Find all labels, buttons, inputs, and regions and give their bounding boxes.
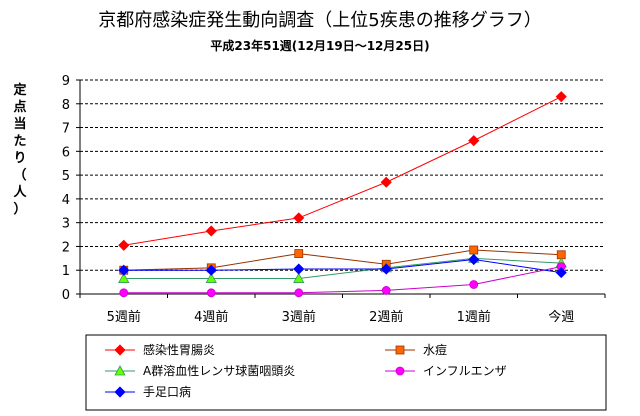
y-tick-label: 7 (62, 122, 70, 137)
legend-marker (395, 345, 405, 355)
legend-item: 水痘 (385, 342, 447, 357)
y-axis-label-char: 人 (13, 184, 27, 200)
legend-item: インフルエンザ (385, 364, 507, 378)
data-point (469, 280, 479, 289)
legend-label: 感染性胃腸炎 (143, 342, 215, 357)
legend-label: 手足口病 (143, 384, 191, 399)
series-1 (118, 91, 567, 251)
data-point (293, 263, 305, 275)
y-axis-label-char: 点 (13, 99, 26, 115)
data-point (468, 253, 480, 266)
y-tick-label: 3 (62, 217, 70, 232)
x-tick-label: 4週前 (194, 309, 228, 325)
legend-item: A群溶血性レンサ球菌咽頭炎 (105, 363, 295, 378)
legend-marker (395, 366, 405, 376)
chart-subtitle: 平成23年51週(12月19日〜12月25日) (210, 38, 429, 53)
data-point (206, 288, 216, 298)
data-point (555, 267, 567, 279)
y-axis-label-char: ） (13, 201, 26, 217)
y-tick-label: 5 (62, 169, 70, 184)
axes (79, 80, 605, 295)
series-line (123, 257, 562, 280)
chart-title: 京都府感染症発生動向調査（上位5疾患の推移グラフ） (98, 10, 541, 31)
y-axis-label-char: 当 (13, 116, 26, 132)
data-point (555, 91, 567, 103)
data-point (294, 288, 304, 298)
data-point (118, 264, 130, 276)
data-point (118, 239, 130, 251)
x-tick-label: 今週 (548, 309, 574, 325)
y-tick-label: 0 (62, 288, 70, 303)
data-point (380, 176, 392, 188)
legend-item: 手足口病 (105, 384, 191, 399)
legend-marker (114, 365, 126, 376)
data-point (294, 249, 304, 258)
legend-label: 水痘 (423, 342, 447, 357)
y-tick-label: 9 (62, 74, 70, 89)
data-point (205, 264, 217, 276)
legend-label: A群溶血性レンサ球菌咽頭炎 (143, 363, 295, 378)
legend-item: 感染性胃腸炎 (105, 342, 215, 357)
series-line (123, 266, 562, 294)
series-line (123, 96, 562, 246)
series-line (123, 259, 562, 274)
series-5 (118, 253, 567, 279)
data-point (119, 288, 129, 298)
data-point (381, 286, 391, 295)
series-group (118, 91, 567, 298)
grid-lines (80, 79, 605, 271)
y-tick-label: 2 (62, 240, 70, 255)
legend-marker (114, 344, 126, 356)
data-point (205, 225, 217, 237)
legend-box (85, 334, 607, 411)
y-tick-label: 8 (62, 98, 70, 113)
legend-marker (114, 386, 126, 398)
series-3 (118, 252, 567, 283)
series-4 (119, 262, 566, 298)
data-point (293, 212, 305, 224)
x-tick-label: 1週前 (457, 309, 491, 325)
y-tick-labels: 0 1 2 3 4 5 6 7 8 9 (62, 74, 80, 303)
data-point (205, 272, 217, 283)
x-tick-label: 5週前 (107, 309, 141, 325)
x-tick-label: 3週前 (282, 309, 316, 325)
series-line (123, 249, 562, 271)
data-point (468, 135, 480, 147)
y-axis-label-char: た (13, 134, 26, 149)
data-point (293, 272, 305, 283)
y-axis-label-char: 定 (12, 82, 26, 98)
x-tick-labels: 5週前 4週前 3週前 2週前 1週前 今週 (79, 294, 606, 325)
data-point (380, 263, 392, 275)
data-point (118, 272, 130, 283)
legend-label: インフルエンザ (423, 364, 507, 378)
y-axis-label-char: り (13, 151, 26, 166)
y-axis-label-char: （ (13, 167, 26, 183)
y-tick-label: 4 (62, 193, 70, 208)
y-tick-label: 6 (62, 145, 70, 160)
x-tick-label: 2週前 (369, 309, 403, 325)
y-tick-label: 1 (62, 264, 70, 279)
